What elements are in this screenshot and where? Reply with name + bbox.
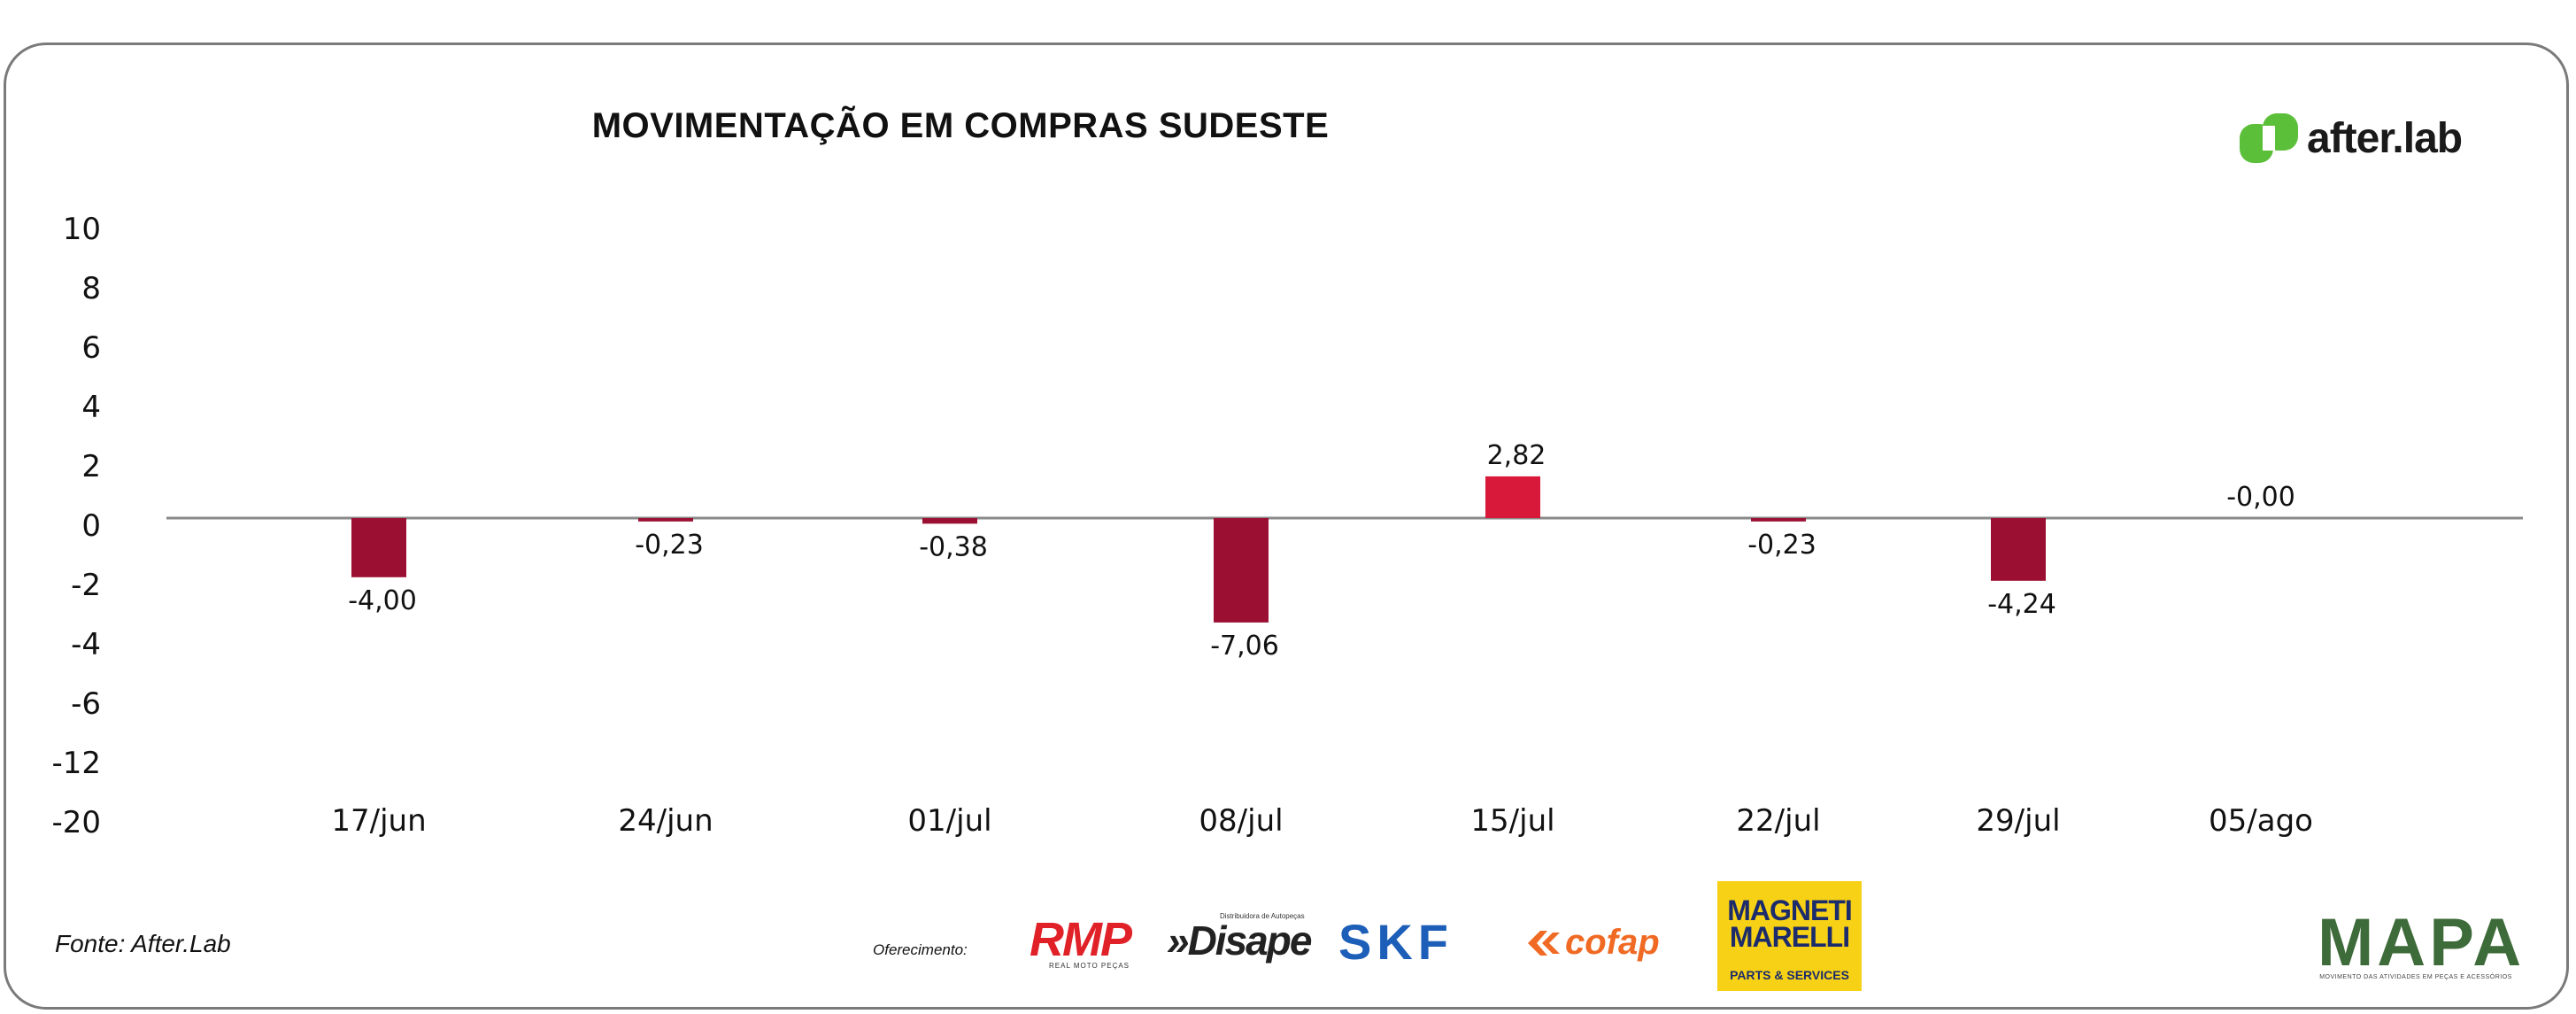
cofap-logo: cofap bbox=[1524, 923, 1660, 963]
bar-17-jun bbox=[351, 518, 406, 577]
bar-15-jul bbox=[1485, 476, 1540, 518]
sponsor-label: Oferecimento: bbox=[873, 941, 968, 958]
data-label: 2,82 bbox=[1487, 440, 1546, 471]
skf-logo: SKF bbox=[1338, 917, 1454, 967]
cofap-logo-text: cofap bbox=[1565, 923, 1660, 962]
y-tick-label: -4 bbox=[71, 627, 101, 662]
bar-01-jul bbox=[922, 518, 977, 524]
y-tick-label: 0 bbox=[81, 508, 101, 544]
bar-08-jul bbox=[1214, 518, 1269, 623]
mapa-logo-tagline: MOVIMENTO DAS ATIVIDADES EM PEÇAS E ACES… bbox=[2319, 974, 2512, 980]
bar-chart: 10 8 6 4 2 0 -2 -4 -6 -12 -20 -4,00 -0,23 -0,38 -7,06… bbox=[51, 212, 2523, 840]
disape-logo-tagline: Distribuidora de Autopeças bbox=[1220, 912, 1305, 920]
data-label: -0,00 bbox=[2226, 482, 2295, 513]
data-label: -0,23 bbox=[635, 530, 704, 561]
y-tick-label: 10 bbox=[63, 212, 101, 247]
magneti-logo-tagline: PARTS & SERVICES bbox=[1730, 968, 1849, 982]
bar-29-jul bbox=[1991, 518, 2046, 581]
magneti-logo-text: MAGNETI MARELLI bbox=[1727, 894, 1853, 953]
x-tick-label: 15/jul bbox=[1470, 803, 1554, 839]
x-tick-label: 17/jun bbox=[331, 803, 426, 839]
rmp-logo: RMP REAL MOTO PEÇAS bbox=[1030, 913, 1149, 970]
mapa-logo-text: MAPA bbox=[2318, 905, 2526, 980]
afterlab-mark-icon bbox=[2240, 113, 2298, 163]
bar-24-jun bbox=[638, 518, 693, 522]
y-tick-label: 8 bbox=[81, 271, 101, 306]
disape-logo-text: »Disape bbox=[1167, 917, 1312, 964]
cofap-mark-icon bbox=[1528, 930, 1560, 956]
x-tick-label: 29/jul bbox=[1976, 803, 2060, 839]
data-label: -7,06 bbox=[1210, 631, 1279, 662]
y-tick-label: -12 bbox=[51, 746, 101, 781]
x-tick-label: 08/jul bbox=[1199, 803, 1283, 839]
y-tick-label: -6 bbox=[71, 686, 101, 722]
data-label: -4,24 bbox=[1987, 589, 2056, 620]
disape-logo: Distribuidora de Autopeças »Disape bbox=[1167, 912, 1312, 964]
y-tick-label: -2 bbox=[71, 568, 101, 603]
data-label: -4,00 bbox=[348, 585, 417, 616]
x-tick-label: 24/jun bbox=[618, 803, 713, 839]
y-tick-label: 6 bbox=[81, 330, 101, 366]
afterlab-wordmark: after.lab bbox=[2307, 114, 2463, 162]
magneti-marelli-logo: MAGNETI MARELLI PARTS & SERVICES bbox=[1717, 881, 1862, 991]
chart-card bbox=[4, 43, 2569, 1010]
y-tick-label: -20 bbox=[51, 805, 101, 840]
afterlab-logo: after.lab bbox=[2238, 112, 2463, 165]
source-note: Fonte: After.Lab bbox=[55, 930, 231, 957]
y-axis: 10 8 6 4 2 0 -2 -4 -6 -12 -20 bbox=[51, 212, 101, 840]
rmp-logo-text: RMP bbox=[1030, 913, 1132, 966]
skf-logo-text: SKF bbox=[1338, 914, 1454, 970]
data-labels-group: -4,00 -0,23 -0,38 -7,06 2,82 -0,23 -4,24 -0,00 bbox=[348, 440, 2295, 662]
y-tick-label: 2 bbox=[81, 449, 101, 484]
data-label: -0,38 bbox=[919, 531, 988, 562]
data-label: -0,23 bbox=[1747, 530, 1816, 561]
bars-group bbox=[351, 476, 2046, 623]
bar-22-jul bbox=[1751, 518, 1806, 522]
x-tick-label: 01/jul bbox=[907, 803, 991, 839]
rmp-logo-tagline: REAL MOTO PEÇAS bbox=[1049, 962, 1130, 970]
mapa-logo: MAPA MOVIMENTO DAS ATIVIDADES EM PEÇAS E… bbox=[2318, 905, 2526, 981]
x-tick-label: 05/ago bbox=[2209, 803, 2313, 839]
y-tick-label: 4 bbox=[81, 390, 101, 425]
chart-title: MOVIMENTAÇÃO EM COMPRAS SUDESTE bbox=[591, 106, 1330, 145]
x-axis: 17/jun 24/jun 01/jul 08/jul 15/jul 22/jul 29/j… bbox=[331, 803, 2313, 839]
x-tick-label: 22/jul bbox=[1736, 803, 1820, 839]
